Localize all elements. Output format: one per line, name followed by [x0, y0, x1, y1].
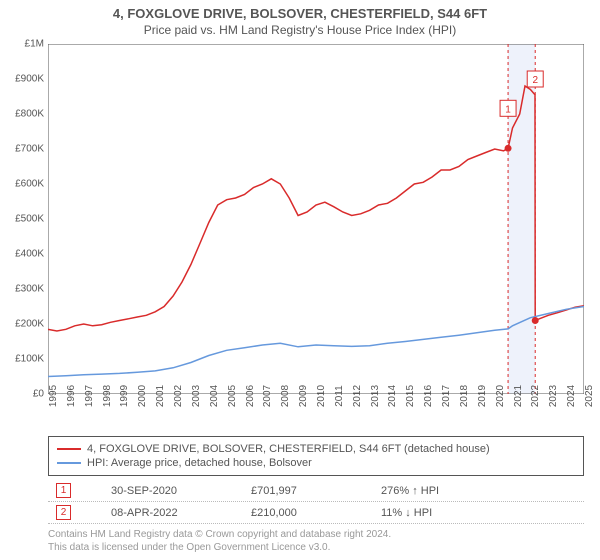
x-axis-label: 1995	[48, 385, 59, 407]
transaction-row: 2 08-APR-2022 £210,000 11% ↓ HPI	[48, 502, 584, 524]
x-axis-label: 2021	[513, 385, 524, 407]
chart-svg: 12	[48, 44, 584, 394]
x-axis-label: 2025	[584, 385, 595, 407]
x-axis-label: 2000	[137, 385, 148, 407]
transaction-marker: 1	[56, 483, 71, 498]
transaction-marker: 2	[56, 505, 71, 520]
x-axis-label: 2022	[530, 385, 541, 407]
x-axis-label: 1996	[66, 385, 77, 407]
x-axis-label: 2018	[459, 385, 470, 407]
y-axis-label: £900K	[15, 74, 44, 85]
y-axis-label: £300K	[15, 284, 44, 295]
transaction-date: 08-APR-2022	[111, 507, 211, 519]
x-axis-label: 2002	[173, 385, 184, 407]
x-axis-label: 2001	[155, 385, 166, 407]
x-axis-label: 2013	[370, 385, 381, 407]
x-axis-label: 2012	[352, 385, 363, 407]
chart-subtitle: Price paid vs. HM Land Registry's House …	[0, 21, 600, 41]
x-axis-label: 2009	[298, 385, 309, 407]
transaction-table: 1 30-SEP-2020 £701,997 276% ↑ HPI 2 08-APR-20…	[48, 480, 584, 524]
svg-text:1: 1	[505, 104, 511, 115]
x-axis-label: 2020	[495, 385, 506, 407]
x-axis-label: 2015	[405, 385, 416, 407]
legend-swatch	[57, 448, 81, 450]
x-axis-label: 2016	[423, 385, 434, 407]
x-axis-label: 2023	[548, 385, 559, 407]
legend: 4, FOXGLOVE DRIVE, BOLSOVER, CHESTERFIEL…	[48, 436, 584, 476]
legend-item: 4, FOXGLOVE DRIVE, BOLSOVER, CHESTERFIEL…	[57, 442, 575, 456]
footer-line-1: Contains HM Land Registry data © Crown c…	[48, 528, 391, 541]
transaction-hpi: 276% ↑ HPI	[381, 485, 439, 497]
transaction-price: £210,000	[251, 507, 341, 519]
legend-item: HPI: Average price, detached house, Bols…	[57, 456, 575, 470]
x-axis-label: 2008	[280, 385, 291, 407]
x-axis-label: 2017	[441, 385, 452, 407]
transaction-row: 1 30-SEP-2020 £701,997 276% ↑ HPI	[48, 480, 584, 502]
chart-title: 4, FOXGLOVE DRIVE, BOLSOVER, CHESTERFIEL…	[0, 0, 600, 21]
y-axis-label: £600K	[15, 179, 44, 190]
footer: Contains HM Land Registry data © Crown c…	[48, 528, 391, 554]
y-axis-label: £1M	[25, 39, 44, 50]
svg-text:2: 2	[532, 75, 538, 86]
transaction-hpi: 11% ↓ HPI	[381, 507, 432, 519]
x-axis-label: 2006	[245, 385, 256, 407]
x-axis-label: 2019	[477, 385, 488, 407]
legend-label: 4, FOXGLOVE DRIVE, BOLSOVER, CHESTERFIEL…	[87, 443, 490, 455]
y-axis-label: £800K	[15, 109, 44, 120]
x-axis-label: 2024	[566, 385, 577, 407]
x-axis-label: 1999	[119, 385, 130, 407]
x-axis-label: 1997	[84, 385, 95, 407]
y-axis-label: £500K	[15, 214, 44, 225]
chart-plot-area: 12 £0£100K£200K£300K£400K£500K£600K£700K…	[48, 44, 584, 394]
y-axis-label: £100K	[15, 354, 44, 365]
transaction-date: 30-SEP-2020	[111, 485, 211, 497]
legend-label: HPI: Average price, detached house, Bols…	[87, 457, 312, 469]
y-axis-label: £200K	[15, 319, 44, 330]
y-axis-label: £400K	[15, 249, 44, 260]
transaction-price: £701,997	[251, 485, 341, 497]
y-axis-label: £700K	[15, 144, 44, 155]
x-axis-label: 1998	[102, 385, 113, 407]
y-axis-label: £0	[33, 389, 44, 400]
x-axis-label: 2011	[334, 385, 345, 407]
x-axis-label: 2007	[262, 385, 273, 407]
x-axis-label: 2003	[191, 385, 202, 407]
x-axis-label: 2010	[316, 385, 327, 407]
legend-swatch	[57, 462, 81, 464]
x-axis-label: 2014	[387, 385, 398, 407]
x-axis-label: 2005	[227, 385, 238, 407]
footer-line-2: This data is licensed under the Open Gov…	[48, 541, 391, 554]
x-axis-label: 2004	[209, 385, 220, 407]
